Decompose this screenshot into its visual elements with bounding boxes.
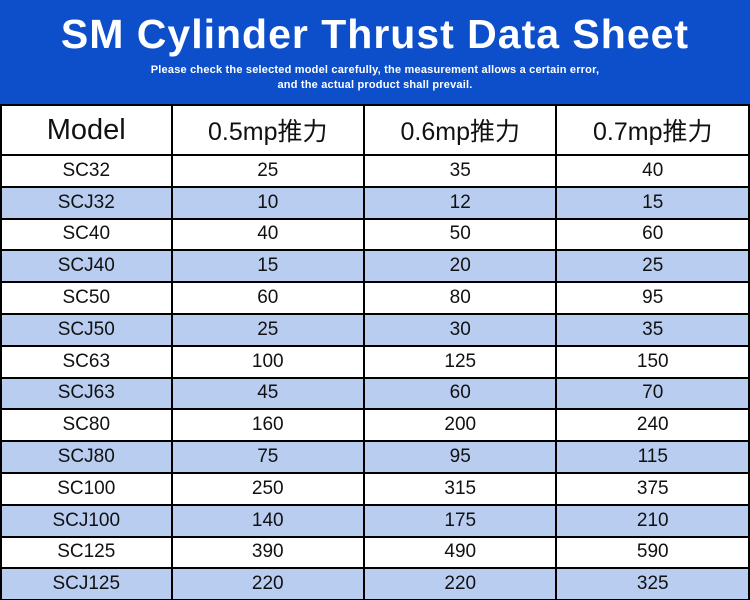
cell-thrust-06: 125	[363, 344, 558, 379]
cell-thrust-05: 220	[170, 567, 366, 600]
cell-thrust-07: 25	[555, 249, 750, 284]
cell-thrust-06: 315	[363, 471, 558, 506]
cell-thrust-07: 70	[555, 376, 750, 411]
cell-thrust-06: 50	[363, 217, 558, 252]
table-row: SC125 390 490 590	[0, 535, 750, 570]
cell-model: SC125	[0, 535, 173, 570]
cell-thrust-07: 240	[555, 408, 750, 443]
disclaimer-line-1: Please check the selected model carefull…	[150, 64, 600, 77]
table-row: SC80 160 200 240	[0, 408, 750, 443]
cell-model: SC80	[0, 408, 173, 443]
table-row: SC63 100 125 150	[0, 344, 750, 379]
table-row: SCJ100 140 175 210	[0, 503, 750, 538]
column-header-06mp: 0.6mp推力	[363, 104, 558, 156]
cell-thrust-07: 590	[555, 535, 750, 570]
cell-model: SC50	[0, 281, 173, 315]
cell-thrust-07: 150	[555, 344, 750, 379]
cell-thrust-06: 20	[363, 249, 558, 284]
cell-thrust-06: 175	[363, 503, 558, 538]
disclaimer-line-2: and the actual product shall prevail.	[277, 79, 473, 92]
cell-thrust-07: 40	[555, 154, 750, 188]
cell-model: SCJ100	[0, 503, 173, 538]
cell-thrust-05: 25	[170, 312, 366, 347]
cell-thrust-06: 35	[363, 154, 558, 188]
cell-thrust-05: 100	[170, 344, 366, 379]
cell-model: SC63	[0, 344, 173, 379]
cell-thrust-05: 45	[170, 376, 366, 411]
cell-thrust-05: 250	[170, 471, 366, 506]
cell-thrust-07: 95	[555, 281, 750, 315]
cell-model: SCJ63	[0, 376, 173, 411]
disclaimer-text: Please check the selected model carefull…	[151, 63, 599, 93]
thrust-data-table: Model 0.5mp推力 0.6mp推力 0.7mp推力 SC32 25 35…	[0, 104, 750, 600]
cell-model: SCJ50	[0, 312, 173, 347]
cell-model: SCJ32	[0, 185, 173, 220]
cell-thrust-06: 80	[363, 281, 558, 315]
cell-model: SC100	[0, 471, 173, 506]
cell-thrust-06: 95	[363, 440, 558, 474]
table-row: SC100 250 315 375	[0, 471, 750, 506]
cell-thrust-06: 60	[363, 376, 558, 411]
table-row: SCJ125 220 220 325	[0, 567, 750, 600]
cell-thrust-07: 210	[555, 503, 750, 538]
cell-model: SC40	[0, 217, 173, 252]
cell-thrust-07: 35	[555, 312, 750, 347]
table-row: SCJ32 10 12 15	[0, 185, 750, 220]
cell-thrust-06: 30	[363, 312, 558, 347]
cell-thrust-06: 12	[363, 185, 558, 220]
column-header-model: Model	[0, 104, 173, 156]
table-row: SCJ80 75 95 115	[0, 440, 750, 474]
cell-thrust-05: 40	[170, 217, 366, 252]
cell-thrust-05: 160	[170, 408, 366, 443]
cell-thrust-06: 490	[363, 535, 558, 570]
page-title: SM Cylinder Thrust Data Sheet	[60, 11, 690, 58]
cell-thrust-07: 325	[555, 567, 750, 600]
cell-thrust-05: 75	[170, 440, 366, 474]
table-row: SC32 25 35 40	[0, 154, 750, 188]
cell-thrust-06: 200	[363, 408, 558, 443]
cell-thrust-07: 115	[555, 440, 750, 474]
cell-thrust-05: 390	[170, 535, 366, 570]
table-row: SC40 40 50 60	[0, 217, 750, 252]
table-row: SCJ40 15 20 25	[0, 249, 750, 284]
cell-thrust-07: 15	[555, 185, 750, 220]
cell-thrust-05: 25	[170, 154, 366, 188]
header-banner: SM Cylinder Thrust Data Sheet Please che…	[0, 0, 750, 104]
cell-model: SCJ125	[0, 567, 173, 600]
cell-thrust-05: 140	[170, 503, 366, 538]
cell-model: SCJ80	[0, 440, 173, 474]
column-header-07mp: 0.7mp推力	[555, 104, 750, 156]
cell-model: SCJ40	[0, 249, 173, 284]
cell-model: SC32	[0, 154, 173, 188]
cell-thrust-05: 15	[170, 249, 366, 284]
cell-thrust-05: 60	[170, 281, 366, 315]
table-row: SC50 60 80 95	[0, 281, 750, 315]
table-row: SCJ63 45 60 70	[0, 376, 750, 411]
table-row: SCJ50 25 30 35	[0, 312, 750, 347]
cell-thrust-06: 220	[363, 567, 558, 600]
column-header-05mp: 0.5mp推力	[170, 104, 366, 156]
table-header-row: Model 0.5mp推力 0.6mp推力 0.7mp推力	[0, 104, 750, 156]
cell-thrust-07: 60	[555, 217, 750, 252]
cell-thrust-07: 375	[555, 471, 750, 506]
cell-thrust-05: 10	[170, 185, 366, 220]
